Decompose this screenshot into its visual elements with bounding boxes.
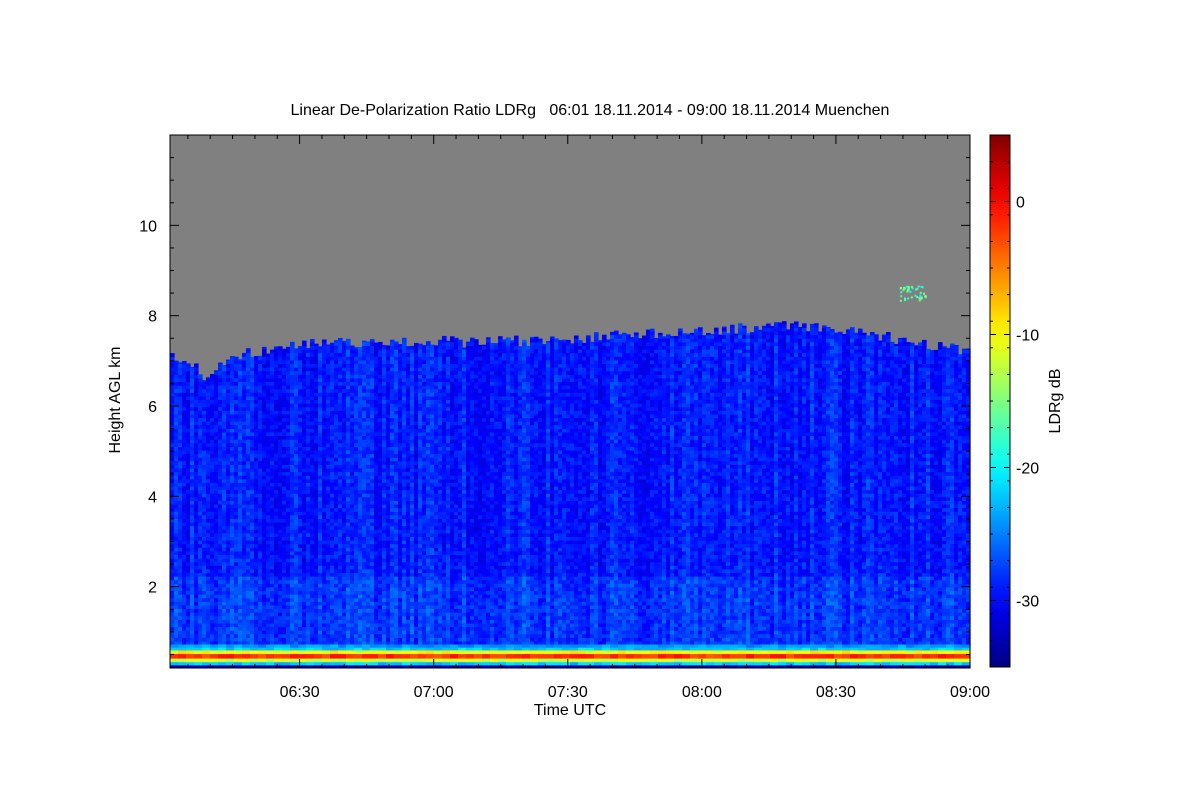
y-tick-label: 4 xyxy=(148,489,157,506)
heatmap-cells xyxy=(170,321,971,669)
y-tick-label: 10 xyxy=(139,218,157,235)
x-tick: 08:00 xyxy=(682,135,722,701)
x-minor-ticks xyxy=(187,135,949,668)
y-tick-label: 6 xyxy=(148,399,157,416)
colorbar-tick-label: -20 xyxy=(1016,461,1039,478)
colorbar: 0 -10 -20 -30 LDRg dB xyxy=(989,134,1064,668)
isolated-echoes xyxy=(899,285,928,302)
x-tick: 08:30 xyxy=(816,135,856,701)
x-tick-label: 08:00 xyxy=(682,684,722,701)
x-tick: 07:00 xyxy=(414,135,454,701)
x-tick: 09:00 xyxy=(950,135,990,701)
x-tick: 07:30 xyxy=(548,135,588,701)
colorbar-tick-label: 0 xyxy=(1016,195,1025,212)
plot-frame xyxy=(169,134,971,669)
colorbar-tick-label: -30 xyxy=(1016,594,1039,611)
x-tick-label: 07:00 xyxy=(414,684,454,701)
chart-title: Linear De-Polarization Ratio LDRg 06:01 … xyxy=(291,102,890,119)
y-tick-label: 8 xyxy=(148,309,157,326)
y-minor-ticks xyxy=(170,157,970,655)
plot-area xyxy=(169,134,971,669)
x-tick: 06:30 xyxy=(280,135,320,701)
x-tick-label: 07:30 xyxy=(548,684,588,701)
x-axis: 06:30 07:00 07:30 08:00 08:30 09:00 Time… xyxy=(280,135,990,719)
colorbar-minor-ticks xyxy=(990,134,1010,668)
x-tick-label: 09:00 xyxy=(950,684,990,701)
y-axis: 2 4 6 8 10 Height AGL km xyxy=(107,218,970,597)
colorbar-tick-label: -10 xyxy=(1016,328,1039,345)
x-tick-label: 08:30 xyxy=(816,684,856,701)
y-tick-label: 2 xyxy=(148,580,157,597)
x-axis-title: Time UTC xyxy=(534,702,606,719)
y-axis-title: Height AGL km xyxy=(107,346,124,453)
x-tick-label: 06:30 xyxy=(280,684,320,701)
colorbar-title: LDRg dB xyxy=(1047,369,1064,434)
